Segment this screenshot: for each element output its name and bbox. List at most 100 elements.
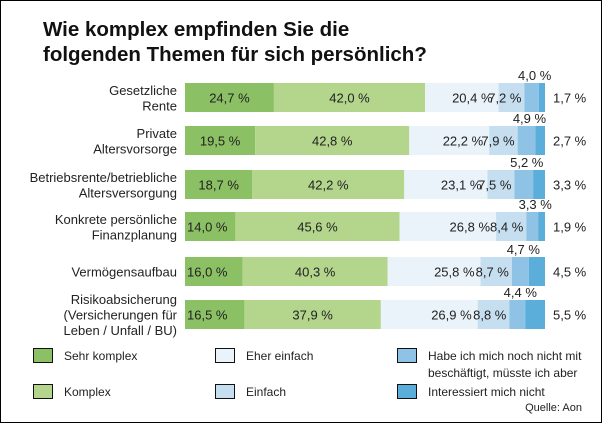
bar-segment [535, 126, 545, 155]
bar-segment [538, 212, 545, 241]
legend-label: Interessiert mich nicht [428, 385, 545, 399]
value-label: 5,2 % [510, 155, 544, 170]
value-label: 16,5 % [187, 308, 228, 323]
bar-segment [480, 257, 512, 286]
value-label: 7,5 % [478, 178, 512, 193]
bar-segment [242, 257, 388, 286]
value-label: 20,4 % [452, 91, 493, 106]
bar-segment [425, 83, 499, 112]
bar-segment [487, 170, 515, 199]
legend-swatch [397, 384, 417, 399]
legend-item: Sehr komplex [33, 348, 137, 365]
bar-segment [538, 83, 545, 112]
category-label: Betriebsrente/betriebliche [30, 170, 177, 185]
bar-segment [517, 126, 536, 155]
value-label: 25,8 % [434, 265, 475, 280]
value-label: 3,3 % [519, 197, 553, 212]
bar-segment [255, 126, 410, 155]
value-label: 4,9 % [513, 111, 547, 126]
bar-segment [409, 126, 490, 155]
value-label: 42,0 % [329, 91, 370, 106]
category-label: Konkrete persönliche [55, 212, 177, 227]
bar-segment [252, 170, 405, 199]
bar-segment [533, 170, 545, 199]
value-label: 5,5 % [553, 308, 587, 323]
bar-segment [526, 212, 539, 241]
value-label: 4,4 % [504, 285, 538, 300]
category-label: Altersversorgung [79, 185, 177, 200]
bar-segment [496, 212, 527, 241]
bar-segment [514, 170, 534, 199]
category-label: Vermögensaufbau [71, 265, 177, 280]
bar-segment [185, 300, 245, 329]
value-label: 42,8 % [312, 134, 353, 149]
bar-segment [498, 83, 525, 112]
source-note: Quelle: Aon [525, 402, 582, 414]
category-label: Altersvorsorge [93, 141, 177, 156]
bar-segment [528, 257, 545, 286]
category-label: Gesetzliche [109, 83, 177, 98]
bar-segment [524, 83, 539, 112]
legend-label: Komplex [64, 385, 111, 399]
chart-title: Wie komplex empfinden Sie die folgenden … [43, 17, 427, 67]
value-label: 3,3 % [553, 178, 587, 193]
bar-segment [387, 257, 481, 286]
chart-title-line-1: Wie komplex empfinden Sie die [43, 18, 350, 41]
bar-segment [235, 212, 400, 241]
value-label: 1,7 % [553, 91, 587, 106]
bar-segment [489, 126, 518, 155]
value-label: 8,8 % [473, 308, 507, 323]
value-label: 1,9 % [553, 220, 587, 235]
bar-segment [185, 170, 253, 199]
legend-label: Eher einfach [246, 349, 314, 363]
category-label: (Versicherungen für [64, 308, 178, 323]
value-label: 42,2 % [308, 178, 349, 193]
value-label: 19,5 % [200, 134, 241, 149]
category-label: Finanzplanung [92, 227, 177, 242]
category-label: Risikoabsicherung [71, 292, 177, 307]
legend-label: Sehr komplex [64, 349, 138, 363]
value-label: 16,0 % [187, 265, 228, 280]
value-label: 40,3 % [295, 265, 336, 280]
bar-segment [185, 212, 236, 241]
bar-segment [185, 257, 243, 286]
bar-segment [399, 212, 497, 241]
bar-segment [244, 300, 381, 329]
value-label: 18,7 % [198, 178, 239, 193]
bar-segment [404, 170, 488, 199]
legend-label: Habe ich mich noch nicht mit beschäftigt,… [428, 349, 582, 380]
bar-segment [525, 300, 545, 329]
legend-swatch [33, 384, 53, 399]
bar-segment [511, 257, 529, 286]
bar-segment [273, 83, 426, 112]
legend-swatch [397, 348, 417, 363]
legend-item: Habe ich mich noch nicht mit beschäftigt,… [397, 348, 581, 382]
bar-segment [185, 126, 256, 155]
category-label: Rente [142, 98, 177, 113]
value-label: 7,2 % [488, 91, 522, 106]
legend-item: Eher einfach [215, 348, 313, 365]
value-label: 24,7 % [209, 91, 250, 106]
legend-item: Komplex [33, 384, 111, 401]
bar-segment [477, 300, 510, 329]
bar-segment [185, 83, 274, 112]
legend-swatch [33, 348, 53, 363]
value-label: 8,4 % [490, 220, 524, 235]
value-label: 23,1 % [441, 178, 482, 193]
value-label: 37,9 % [292, 308, 333, 323]
legend-label: Einfach [246, 385, 287, 399]
value-label: 14,0 % [187, 220, 228, 235]
value-label: 26,8 % [450, 220, 491, 235]
chart-title-line-2: folgenden Themen für sich persönlich? [43, 43, 427, 66]
value-label: 4,7 % [507, 242, 541, 257]
legend-swatch [215, 348, 235, 363]
value-label: 22,2 % [443, 134, 484, 149]
value-label: 2,7 % [553, 134, 587, 149]
value-label: 45,6 % [297, 220, 338, 235]
bar-segment [509, 300, 526, 329]
value-label: 7,9 % [481, 134, 515, 149]
legend-item: Einfach [215, 384, 286, 401]
value-label: 26,9 % [431, 308, 472, 323]
legend-item: Interessiert mich nicht [397, 384, 545, 401]
